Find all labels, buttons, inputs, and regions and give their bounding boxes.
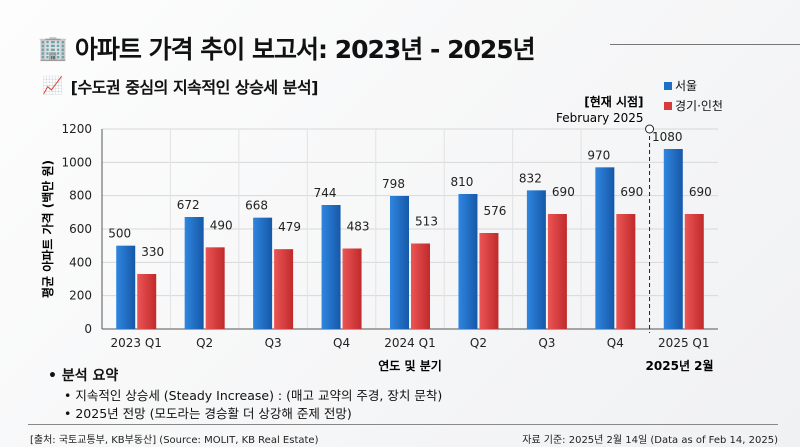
x-tick-label: Q2 — [470, 336, 487, 350]
bar-seoul — [595, 167, 615, 329]
data-label: 832 — [519, 171, 542, 185]
bar-gyeonggi — [137, 274, 157, 329]
x-tick-label: Q2 — [196, 336, 213, 350]
bar-seoul — [253, 217, 273, 329]
page-title: 🏢 아파트 가격 추이 보고서: 2023년 - 2025년 — [38, 30, 536, 66]
y-tick-label: 600 — [69, 222, 92, 236]
legend-item-gyeonggi: 경기·인천 — [664, 96, 723, 116]
title-text: 아파트 가격 추이 보고서: 2023년 - 2025년 — [74, 35, 536, 64]
chart-increasing-icon: 📈 — [42, 76, 63, 96]
bar-seoul — [321, 205, 341, 329]
bar-gyeonggi — [684, 214, 704, 329]
legend-label: 경기·인천 — [675, 99, 723, 113]
legend-label: 서울 — [675, 79, 698, 93]
bar-seoul — [526, 190, 546, 329]
data-label: 500 — [108, 227, 131, 241]
office-building-icon: 🏢 — [38, 34, 68, 62]
footer-divider — [28, 424, 778, 425]
y-tick-label: 400 — [69, 255, 92, 269]
bar-seoul — [184, 217, 204, 329]
data-label: 690 — [620, 185, 643, 199]
bar-seoul — [458, 194, 478, 329]
y-tick-label: 1000 — [61, 155, 92, 169]
y-tick-label: 1200 — [61, 122, 92, 136]
bar-seoul — [390, 196, 409, 329]
y-tick-label: 200 — [69, 289, 92, 303]
data-label: 490 — [210, 218, 233, 232]
bar-gyeonggi — [616, 214, 636, 329]
page-subtitle: 📈 [수도권 중심의 지속적인 상승세 분석] — [42, 74, 318, 98]
data-label: 513 — [415, 215, 438, 229]
data-date-note: 자료 기준: 2025년 2월 14일 (Data as of Feb 14, … — [522, 435, 778, 446]
bar-gyeonggi — [479, 233, 499, 329]
annotation-bottom-label: 2025년 2월 — [646, 358, 714, 373]
x-tick-label: Q4 — [333, 336, 350, 350]
source-note: [출처: 국토교통부, KB부동산] (Source: MOLIT, KB Re… — [30, 435, 319, 446]
x-tick-label: Q4 — [607, 336, 624, 350]
bar-seoul — [116, 245, 136, 329]
x-tick-label: Q3 — [265, 336, 282, 350]
summary-heading: • 분석 요약 — [48, 368, 119, 384]
data-label: 1080 — [652, 130, 683, 144]
data-label: 690 — [689, 185, 712, 199]
y-tick-label: 800 — [69, 189, 92, 203]
x-axis-title: 연도 및 분기 — [378, 358, 442, 373]
y-axis-title: 평균 아파트 가격 (백만 원) — [40, 160, 55, 298]
bar-gyeonggi — [342, 248, 362, 329]
data-label: 479 — [278, 220, 301, 234]
data-label: 330 — [141, 245, 164, 259]
summary-item-text: 지속적인 상승세 (Steady Increase) : (매고 교약의 주경,… — [75, 388, 443, 403]
legend: 서울 경기·인천 — [664, 76, 723, 116]
legend-item-seoul: 서울 — [664, 76, 723, 96]
bar-gyeonggi — [205, 247, 225, 329]
x-tick-label: Q3 — [538, 336, 555, 350]
y-tick-label: 0 — [84, 322, 92, 336]
data-label: 798 — [382, 177, 405, 191]
summary: • 분석 요약 • 지속적인 상승세 (Steady Increase) : (… — [48, 365, 442, 423]
summary-item-text: 2025년 전망 (모도라는 경승활 더 상강해 준제 전망) — [75, 406, 352, 421]
x-tick-label: 2023 Q1 — [111, 336, 162, 350]
summary-heading-text: 분석 요약 — [61, 368, 119, 384]
bar-gyeonggi — [274, 249, 294, 329]
data-label: 483 — [347, 220, 370, 234]
data-label: 744 — [314, 186, 337, 200]
annotation-date: February 2025 — [556, 111, 644, 125]
data-label: 690 — [552, 185, 575, 199]
data-label: 672 — [177, 198, 200, 212]
data-label: 810 — [450, 175, 473, 189]
x-tick-label: 2024 Q1 — [384, 336, 435, 350]
data-label: 970 — [587, 148, 610, 162]
summary-item: • 지속적인 상승세 (Steady Increase) : (매고 교약의 주… — [64, 388, 443, 403]
data-label: 576 — [483, 204, 506, 218]
annotation-label: [현재 시점] — [584, 94, 643, 109]
current-date-marker — [645, 124, 655, 134]
bar-gyeonggi — [547, 214, 567, 329]
data-label: 668 — [245, 199, 268, 213]
bar-seoul — [663, 149, 683, 329]
bar-gyeonggi — [411, 243, 430, 329]
x-tick-label: 2025 Q1 — [658, 336, 709, 350]
subtitle-text: [수도권 중심의 지속적인 상승세 분석] — [70, 78, 319, 97]
summary-item: • 2025년 전망 (모도라는 경승활 더 상강해 준제 전망) — [64, 406, 352, 421]
header-divider — [610, 44, 800, 45]
